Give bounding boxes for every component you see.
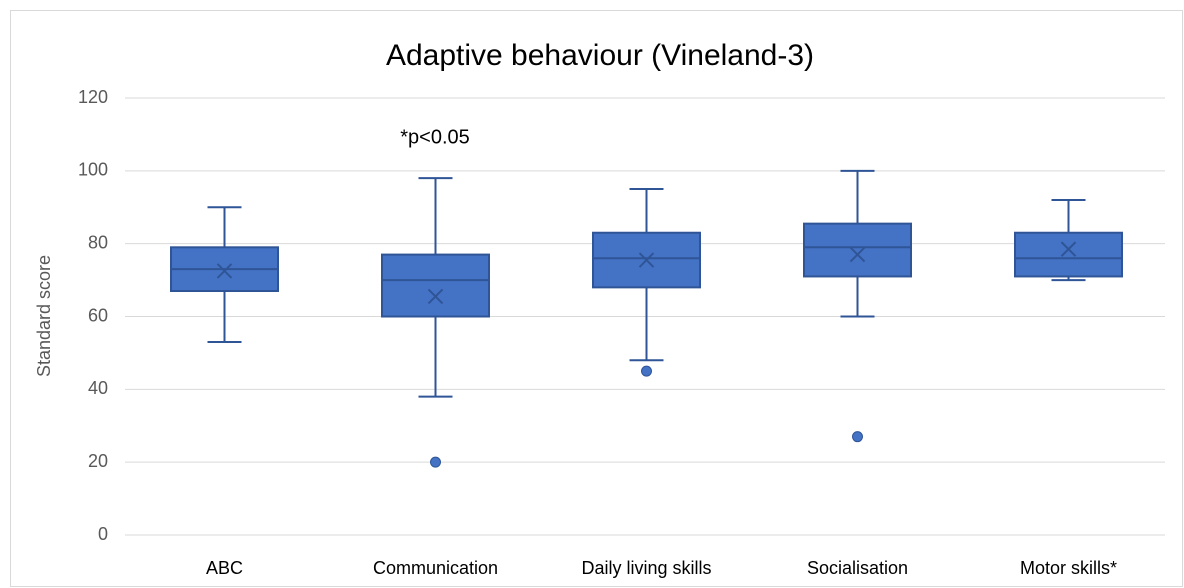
x-tick-label: Socialisation	[807, 558, 908, 578]
y-tick-label: 0	[98, 524, 108, 544]
x-tick-label: Communication	[373, 558, 498, 578]
x-tick-label: Daily living skills	[581, 558, 711, 578]
chart-frame	[10, 10, 1183, 587]
x-tick-label: ABC	[206, 558, 243, 578]
y-tick-label: 100	[78, 160, 108, 180]
mean-marker	[849, 246, 866, 263]
chart-title: Adaptive behaviour (Vineland-3)	[386, 39, 814, 72]
y-tick-label: 20	[88, 451, 108, 471]
mean-marker	[427, 288, 444, 305]
box	[803, 222, 912, 278]
outlier	[430, 456, 441, 468]
outlier	[852, 431, 863, 443]
y-tick-label: 120	[78, 87, 108, 107]
mean-marker	[216, 263, 233, 279]
y-tick-label: 60	[88, 305, 108, 325]
box	[381, 253, 490, 318]
mean-marker	[1060, 241, 1077, 257]
x-tick-label: Motor skills*	[1020, 558, 1117, 578]
annotation: *p<0.05	[400, 126, 470, 148]
y-tick-label: 40	[88, 378, 108, 398]
box	[1014, 231, 1123, 278]
y-tick-label: 80	[88, 232, 108, 252]
outlier	[641, 365, 652, 377]
y-axis-label: Standard score	[34, 255, 54, 377]
mean-marker	[638, 252, 655, 268]
